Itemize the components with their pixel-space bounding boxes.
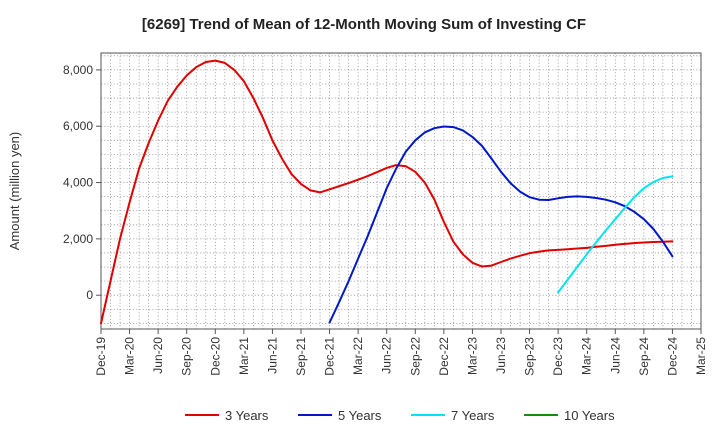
x-tick-label: Mar-24	[580, 337, 594, 375]
y-tick-label: 0	[86, 288, 93, 302]
x-tick-label: Sep-21	[294, 337, 308, 376]
x-axis: Dec-19 Mar-20 Jun-20 Sep-20 Dec-20 Mar-21 Jun-…	[94, 329, 708, 376]
y-axis: 0 2,000 4,000 6,000 8,000	[63, 63, 101, 302]
plot-frame	[100, 52, 702, 330]
y-axis-title: Amount (million yen)	[7, 132, 22, 251]
legend: 3 Years 5 Years 7 Years 10 Years	[185, 408, 615, 423]
legend-label-7-years: 7 Years	[451, 408, 495, 423]
x-tick-label: Sep-23	[523, 337, 537, 376]
x-tick-label: Jun-22	[380, 337, 394, 374]
legend-label-10-years: 10 Years	[564, 408, 615, 423]
x-tick-label: Jun-21	[265, 337, 279, 374]
x-tick-label: Dec-23	[551, 337, 565, 376]
x-tick-label: Dec-24	[665, 337, 679, 376]
y-tick-label: 8,000	[63, 63, 93, 77]
x-tick-label: Mar-21	[237, 337, 251, 375]
gridlines	[101, 53, 701, 329]
x-tick-label: Mar-22	[351, 337, 365, 375]
series-line-5-years	[328, 125, 674, 324]
x-tick-label: Mar-20	[123, 337, 137, 375]
x-tick-label: Dec-19	[94, 337, 108, 376]
x-tick-label: Mar-25	[694, 337, 708, 375]
x-tick-label: Sep-20	[180, 337, 194, 376]
x-tick-label: Jun-24	[608, 337, 622, 374]
series-line-3-years	[100, 59, 674, 325]
plot-area	[101, 53, 701, 329]
x-tick-label: Dec-22	[437, 337, 451, 376]
x-tick-label: Jun-23	[494, 337, 508, 374]
series-line-7-years	[557, 175, 674, 294]
x-tick-label: Sep-22	[408, 337, 422, 376]
x-tick-label: Dec-20	[208, 337, 222, 376]
legend-label-5-years: 5 Years	[338, 408, 382, 423]
series-layer	[100, 59, 674, 325]
x-tick-label: Jun-20	[151, 337, 165, 374]
x-tick-label: Dec-21	[323, 337, 337, 376]
x-tick-label: Mar-23	[465, 337, 479, 375]
x-tick-label: Sep-24	[637, 337, 651, 376]
y-tick-label: 2,000	[63, 232, 93, 246]
y-tick-label: 4,000	[63, 176, 93, 190]
chart-title: [6269] Trend of Mean of 12-Month Moving …	[142, 16, 586, 33]
legend-label-3-years: 3 Years	[225, 408, 269, 423]
y-tick-label: 6,000	[63, 119, 93, 133]
